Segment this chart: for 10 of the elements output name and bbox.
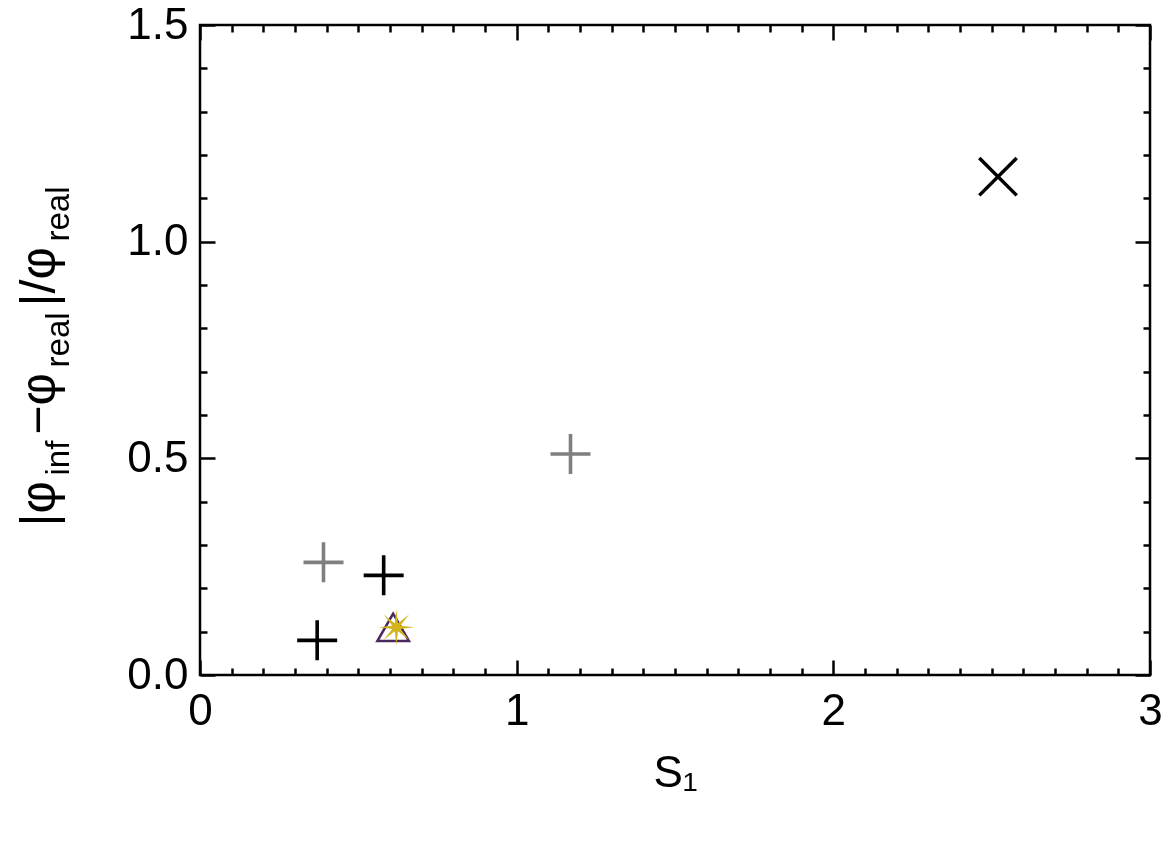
y-tick-label: 1.5: [127, 0, 189, 48]
y-tick-label: 0.0: [127, 648, 189, 698]
y-axis-title: |φinf−φreal|/φreal: [10, 186, 76, 527]
x-tick-label: 3: [1138, 684, 1163, 734]
x-tick-label: 1: [504, 684, 530, 734]
x-tick-label: 0: [188, 684, 213, 734]
x-tick-label: 2: [821, 684, 847, 734]
x-axis-title: S₁: [653, 746, 698, 796]
y-tick-label: 1.0: [127, 215, 189, 265]
y-tick-label: 0.5: [127, 431, 189, 481]
